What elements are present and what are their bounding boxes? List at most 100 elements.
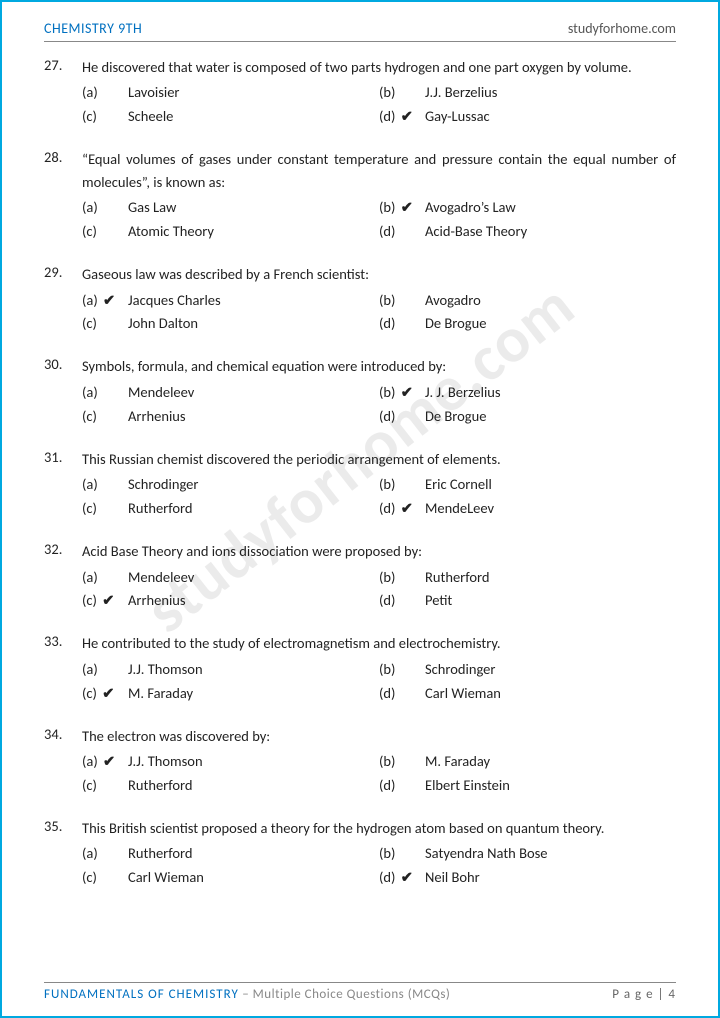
option[interactable]: (d)De Brogue — [379, 312, 676, 336]
option[interactable]: (b) ✔Avogadro’s Law — [379, 196, 676, 220]
question-stem: This Russian chemist discovered the peri… — [82, 448, 676, 470]
option[interactable]: (d)Acid-Base Theory — [379, 220, 676, 244]
option[interactable]: (a) ✔J.J. Thomson — [82, 750, 379, 774]
question-body: He discovered that water is composed of … — [82, 56, 676, 129]
option-label: (a) — [82, 566, 128, 590]
option[interactable]: (d) ✔MendeLeev — [379, 497, 676, 521]
option-text: De Brogue — [425, 312, 676, 336]
option-text: M. Faraday — [425, 750, 676, 774]
question-body: He contributed to the study of electroma… — [82, 632, 676, 705]
option[interactable]: (d) ✔Neil Bohr — [379, 866, 676, 890]
option[interactable]: (a)Mendeleev — [82, 381, 379, 405]
option[interactable]: (c)Atomic Theory — [82, 220, 379, 244]
check-icon: ✔ — [100, 291, 115, 309]
option-label: (d) — [379, 312, 425, 336]
question-body: The electron was discovered by:(a) ✔J.J.… — [82, 725, 676, 798]
option-text: Atomic Theory — [128, 220, 379, 244]
question: 31.This Russian chemist discovered the p… — [44, 448, 676, 521]
option[interactable]: (c)John Dalton — [82, 312, 379, 336]
check-icon: ✔ — [100, 752, 115, 770]
option-label: (c) ✔ — [82, 589, 128, 613]
option-text: Satyendra Nath Bose — [425, 842, 676, 866]
option[interactable]: (a)Rutherford — [82, 842, 379, 866]
option[interactable]: (d)De Brogue — [379, 405, 676, 429]
option[interactable]: (b)J.J. Berzelius — [379, 81, 676, 105]
question-stem: He discovered that water is composed of … — [82, 56, 676, 78]
option-label: (b) — [379, 750, 425, 774]
option[interactable]: (d)Petit — [379, 589, 676, 613]
question-stem: Acid Base Theory and ions dissociation w… — [82, 540, 676, 562]
option[interactable]: (a)Schrodinger — [82, 473, 379, 497]
option[interactable]: (b)Rutherford — [379, 566, 676, 590]
option-label: (d) ✔ — [379, 866, 425, 890]
option-label: (d) ✔ — [379, 105, 425, 129]
footer-title: FUNDAMENTALS OF CHEMISTRY – Multiple Cho… — [44, 987, 450, 1002]
option[interactable]: (b)Avogadro — [379, 289, 676, 313]
option[interactable]: (c)Rutherford — [82, 774, 379, 798]
question-body: This Russian chemist discovered the peri… — [82, 448, 676, 521]
option-text: Rutherford — [128, 774, 379, 798]
option[interactable]: (c) ✔Arrhenius — [82, 589, 379, 613]
question-number: 34. — [44, 725, 82, 798]
check-icon: ✔ — [397, 383, 412, 401]
option-text: Avogadro — [425, 289, 676, 313]
check-icon: ✔ — [397, 107, 412, 125]
option[interactable]: (d)Elbert Einstein — [379, 774, 676, 798]
option-label: (b) ✔ — [379, 381, 425, 405]
option-text: Arrhenius — [128, 405, 379, 429]
option-label: (c) — [82, 774, 128, 798]
option-label: (d) — [379, 405, 425, 429]
option-text: Schrodinger — [425, 658, 676, 682]
option[interactable]: (d)Carl Wieman — [379, 682, 676, 706]
question: 27.He discovered that water is composed … — [44, 56, 676, 129]
question: 28.“Equal volumes of gases under constan… — [44, 148, 676, 244]
header-site: studyforhome.com — [568, 20, 676, 37]
option[interactable]: (a)Gas Law — [82, 196, 379, 220]
question-stem: “Equal volumes of gases under constant t… — [82, 148, 676, 193]
option[interactable]: (c)Scheele — [82, 105, 379, 129]
check-icon: ✔ — [99, 591, 114, 609]
option-label: (a) — [82, 381, 128, 405]
option[interactable]: (b)Eric Cornell — [379, 473, 676, 497]
question-body: Gaseous law was described by a French sc… — [82, 263, 676, 336]
question-number: 27. — [44, 56, 82, 129]
option-label: (b) — [379, 658, 425, 682]
option-label: (a) — [82, 81, 128, 105]
option-label: (b) — [379, 842, 425, 866]
option[interactable]: (c) ✔M. Faraday — [82, 682, 379, 706]
option-text: Mendeleev — [128, 381, 379, 405]
option[interactable]: (d) ✔Gay-Lussac — [379, 105, 676, 129]
option-label: (a) ✔ — [82, 750, 128, 774]
option[interactable]: (a)Lavoisier — [82, 81, 379, 105]
option-text: J. J. Berzelius — [425, 381, 676, 405]
option-label: (c) — [82, 497, 128, 521]
option[interactable]: (c)Carl Wieman — [82, 866, 379, 890]
option-label: (d) — [379, 589, 425, 613]
option-label: (c) ✔ — [82, 682, 128, 706]
option-text: Elbert Einstein — [425, 774, 676, 798]
option[interactable]: (c)Arrhenius — [82, 405, 379, 429]
option[interactable]: (a) ✔Jacques Charles — [82, 289, 379, 313]
option[interactable]: (b)Satyendra Nath Bose — [379, 842, 676, 866]
question-body: This British scientist proposed a theory… — [82, 817, 676, 890]
option[interactable]: (a)J.J. Thomson — [82, 658, 379, 682]
option-label: (d) — [379, 774, 425, 798]
question-stem: This British scientist proposed a theory… — [82, 817, 676, 839]
option-label: (d) — [379, 220, 425, 244]
option-text: Gas Law — [128, 196, 379, 220]
options-row: (a)Mendeleev(b) ✔J. J. Berzelius(c)Arrhe… — [82, 381, 676, 429]
header-subject: CHEMISTRY 9TH — [44, 20, 142, 37]
check-icon: ✔ — [397, 499, 412, 517]
option-text: Gay-Lussac — [425, 105, 676, 129]
option[interactable]: (b)Schrodinger — [379, 658, 676, 682]
question-stem: Symbols, formula, and chemical equation … — [82, 355, 676, 377]
check-icon: ✔ — [397, 198, 412, 216]
questions-container: 27.He discovered that water is composed … — [44, 56, 676, 890]
option[interactable]: (b)M. Faraday — [379, 750, 676, 774]
option[interactable]: (c)Rutherford — [82, 497, 379, 521]
footer-title-main: FUNDAMENTALS OF CHEMISTRY — [44, 987, 239, 1002]
question: 29.Gaseous law was described by a French… — [44, 263, 676, 336]
option[interactable]: (b) ✔J. J. Berzelius — [379, 381, 676, 405]
options-row: (a) ✔Jacques Charles(b)Avogadro(c)John D… — [82, 289, 676, 337]
option[interactable]: (a)Mendeleev — [82, 566, 379, 590]
